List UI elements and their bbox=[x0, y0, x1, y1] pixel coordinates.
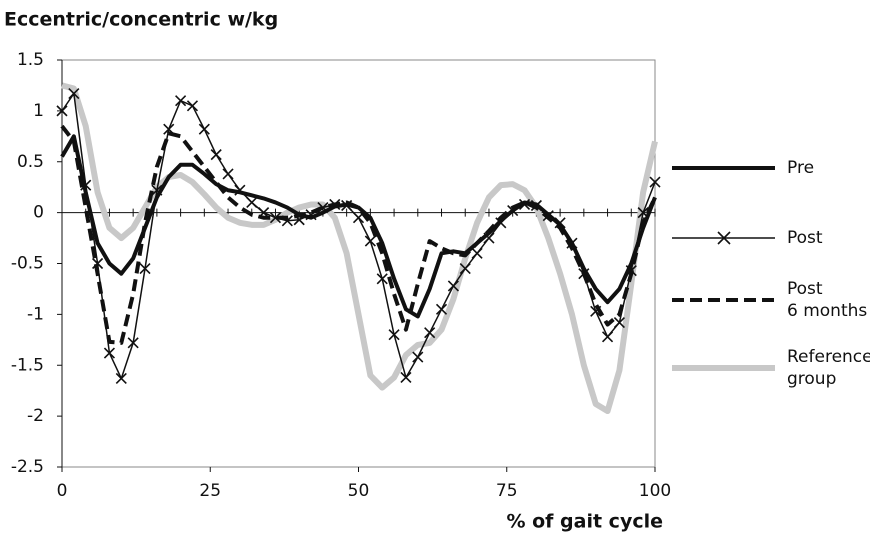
marker bbox=[115, 372, 127, 385]
marker bbox=[234, 184, 246, 196]
marker bbox=[341, 199, 353, 212]
marker bbox=[590, 305, 602, 317]
marker bbox=[637, 207, 649, 219]
marker bbox=[151, 184, 163, 196]
series-line bbox=[61, 82, 658, 415]
marker bbox=[412, 351, 424, 363]
marker bbox=[578, 268, 590, 280]
marker bbox=[139, 263, 151, 275]
marker bbox=[352, 212, 365, 224]
marker bbox=[495, 217, 507, 229]
marker bbox=[601, 331, 614, 343]
x-axis-title: % of gait cycle bbox=[506, 511, 663, 533]
marker bbox=[613, 316, 625, 329]
y-tick-label: -2.5 bbox=[11, 457, 44, 477]
y-tick-label: 0.5 bbox=[17, 152, 44, 172]
marker bbox=[376, 273, 388, 285]
marker bbox=[175, 95, 187, 107]
marker bbox=[518, 198, 531, 211]
marker bbox=[329, 198, 341, 211]
marker bbox=[400, 371, 412, 384]
marker bbox=[554, 217, 566, 229]
marker bbox=[388, 329, 400, 341]
marker bbox=[447, 280, 459, 292]
x-tick-label: 75 bbox=[496, 481, 518, 501]
legend-label: Post bbox=[787, 228, 823, 248]
y-tick-label: 1 bbox=[33, 101, 44, 121]
x-tick-label: 100 bbox=[639, 481, 671, 501]
legend-label: Reference group bbox=[787, 347, 870, 389]
y-tick-label: -0.5 bbox=[11, 254, 44, 274]
series-line bbox=[60, 134, 657, 319]
marker bbox=[542, 210, 554, 222]
marker bbox=[649, 176, 661, 188]
marker bbox=[566, 237, 578, 249]
legend-label: Pre bbox=[787, 158, 814, 178]
marker bbox=[530, 199, 542, 212]
marker bbox=[246, 196, 258, 209]
marker bbox=[198, 123, 210, 135]
marker bbox=[68, 88, 80, 100]
x-tick-label: 50 bbox=[348, 481, 370, 501]
marker bbox=[127, 337, 139, 349]
marker bbox=[471, 247, 483, 259]
marker bbox=[435, 303, 448, 315]
x-tick-label: 25 bbox=[199, 481, 221, 501]
marker bbox=[186, 100, 199, 112]
plot-frame bbox=[61, 59, 656, 468]
marker bbox=[317, 201, 329, 214]
y-tick-label: 1.5 bbox=[17, 50, 44, 70]
marker bbox=[269, 212, 282, 224]
marker bbox=[258, 207, 270, 219]
marker bbox=[80, 179, 92, 191]
y-tick-label: 0 bbox=[33, 203, 44, 223]
marker bbox=[92, 257, 104, 270]
marker bbox=[281, 215, 293, 227]
marker bbox=[424, 327, 436, 339]
marker bbox=[625, 265, 637, 277]
marker bbox=[103, 347, 116, 359]
marker bbox=[56, 105, 68, 117]
chart-title: Eccentric/concentric w/kg bbox=[4, 9, 278, 31]
marker bbox=[305, 209, 317, 221]
y-tick-label: -1 bbox=[27, 304, 44, 324]
legend-marker bbox=[717, 231, 731, 245]
marker bbox=[459, 263, 471, 275]
x-tick-label: 0 bbox=[57, 481, 68, 501]
y-tick-label: -1.5 bbox=[11, 355, 44, 375]
marker bbox=[483, 232, 495, 244]
y-tick-label: -2 bbox=[27, 406, 44, 426]
legend-label: Post 6 months bbox=[787, 279, 867, 321]
marker bbox=[507, 205, 519, 217]
marker bbox=[163, 123, 175, 135]
marker bbox=[364, 235, 376, 247]
marker bbox=[210, 149, 222, 161]
marker bbox=[222, 168, 234, 180]
marker bbox=[293, 214, 305, 226]
